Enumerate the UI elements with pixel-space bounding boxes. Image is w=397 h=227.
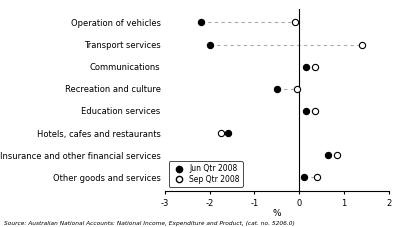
Text: Source: Australian National Accounts: National Income, Expenditure and Product, : Source: Australian National Accounts: Na… <box>4 221 295 226</box>
X-axis label: %: % <box>273 209 281 218</box>
Legend: Jun Qtr 2008, Sep Qtr 2008: Jun Qtr 2008, Sep Qtr 2008 <box>169 161 243 187</box>
